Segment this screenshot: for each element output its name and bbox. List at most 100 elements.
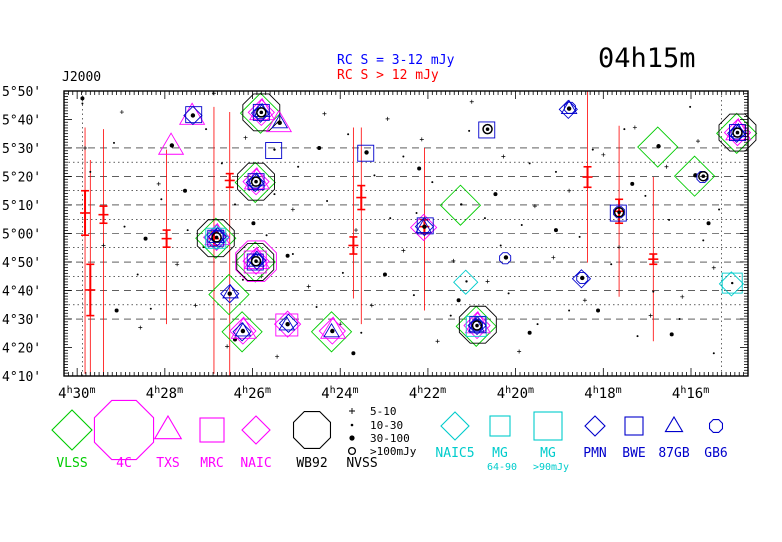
y-tick-label: 5°50' (2, 85, 41, 100)
x-tick-label: 4h22m (409, 385, 446, 402)
nvss-legend-label: 10-30 (370, 419, 403, 432)
nvss-5-10-plus (419, 137, 424, 142)
nvss-10-30-dot (402, 155, 405, 158)
x-tick-label: 4h28m (146, 385, 183, 402)
nvss-gt100-center (735, 130, 740, 135)
legend-symbol-mg (489, 415, 511, 437)
x-tick-label: 4h24m (321, 385, 358, 402)
marker-pmn (558, 99, 578, 120)
axes-layer: 4h30m 4h28m 4h26m 4h24m 4h22m 4h20m 4h18m 4h16m… (2, 85, 749, 402)
legend-label-pmn: PMN (583, 446, 606, 461)
marker-bwe (478, 121, 496, 139)
nvss-gt100-center (617, 210, 621, 215)
marker-gb6 (563, 101, 576, 114)
nvss-5-10-plus (696, 139, 701, 144)
marker-naic (318, 317, 346, 345)
nvss-5-10-plus (517, 349, 522, 354)
marker-pmn (232, 322, 252, 342)
nvss-30-100-dot (351, 351, 356, 356)
nvss-5-10-plus (451, 258, 456, 263)
y-tick-label: 5°00' (2, 228, 41, 243)
nvss-gt100-circle (211, 232, 222, 243)
y-tick-label: 5°40' (2, 113, 41, 128)
marker-mg (721, 272, 743, 294)
legend-label-mrc: MRC (200, 456, 223, 471)
nvss-gt100-circle (250, 176, 262, 187)
nvss-5-10-plus (322, 111, 327, 116)
legend-symbol-mg (533, 411, 563, 441)
marker-gb6 (576, 271, 589, 284)
marker-wb92 (458, 305, 497, 344)
marker-vlss (221, 311, 263, 353)
nvss-10-30-dot (112, 141, 115, 144)
marker-bwe (185, 106, 203, 124)
nvss-5-10-plus (551, 255, 556, 260)
nvss-10-30-dot (431, 181, 434, 184)
legend-symbol-87gb (664, 415, 684, 433)
legend-symbol-naic5 (440, 411, 470, 441)
nvss-10-30-dot (347, 133, 350, 136)
legend-symbol-pmn (584, 415, 606, 437)
nvss-10-30-dot (89, 170, 92, 173)
nvss-10-30-dot (536, 323, 539, 326)
nvss-gt100-center (254, 259, 258, 264)
nvss-30-100-dot (285, 321, 290, 327)
nvss-5-10-plus (83, 145, 88, 150)
legend-label-4c: 4C (116, 456, 132, 471)
rc-strong-label: RC S > 12 mJy (337, 68, 439, 83)
nvss-30-100-dot (240, 328, 246, 334)
nvss-5-10-plus (617, 245, 622, 250)
x-tick-label: 4h16m (672, 385, 709, 402)
marker-vlss (716, 112, 758, 155)
nvss-30-100-dot (669, 332, 674, 337)
nvss-10-30-dot (678, 318, 681, 321)
chart-title: 04h15m (598, 43, 696, 74)
marker-vlss (234, 241, 276, 283)
nvss-5-10-plus (648, 313, 653, 318)
marker-vlss (195, 217, 237, 259)
nvss-5-10-plus (501, 154, 506, 159)
nvss-5-10-plus (175, 262, 180, 267)
x-tick-label: 4h30m (58, 385, 95, 402)
nvss-gt100-circle (732, 127, 743, 138)
nvss-10-30-dot (465, 280, 468, 283)
y-tick-label: 4°30' (2, 313, 41, 328)
rc-weak-label: RC S = 3-12 mJy (337, 53, 455, 68)
nvss-10-30-dot (712, 352, 715, 355)
nvss-gt100-circle (698, 170, 709, 182)
marker-bwe (416, 217, 434, 235)
legend-label-mg: MG (540, 446, 556, 461)
nvss-10-30-dot (718, 208, 721, 211)
nvss-5-10-plus (435, 339, 440, 344)
legend-label-mg: MG (492, 446, 508, 461)
y-tick-label: 5°30' (2, 142, 41, 157)
y-tick-label: 4°40' (2, 284, 41, 299)
nvss-10-30-dot (610, 263, 613, 266)
nvss-10-30-dot (149, 307, 152, 310)
marker-gb6 (471, 319, 484, 332)
nvss-30-100-dot (527, 330, 532, 335)
mg-sublabel: >90mJy (533, 462, 569, 473)
marker-naic5 (718, 271, 745, 297)
legend-symbol-mrc (199, 417, 225, 443)
nvss-30-100-dot (190, 113, 196, 118)
marker-vlss (234, 161, 276, 204)
marker-87gb (323, 322, 340, 338)
legend-label-87gb: 87GB (658, 446, 689, 461)
nvss-10-30-dot (234, 203, 236, 206)
nvss-10-30-dot (652, 290, 655, 293)
nvss-gt100-center (701, 174, 706, 178)
nvss-10-30-dot (636, 335, 639, 338)
nvss-gt100-circle (613, 207, 625, 218)
nvss-5-10-plus (354, 228, 359, 233)
nvss-30-100-dot (169, 143, 175, 148)
nvss-30-100-dot (566, 106, 572, 111)
legend-label-naic: NAIC (240, 456, 271, 471)
marker-87gb (234, 322, 252, 337)
marker-txs (157, 132, 185, 155)
marker-pmn (278, 313, 299, 334)
legend-label-naic5: NAIC5 (435, 446, 474, 461)
marker-gb6 (499, 252, 512, 265)
nvss-legend-plus (349, 408, 355, 414)
legend-symbol-txs (153, 414, 183, 440)
